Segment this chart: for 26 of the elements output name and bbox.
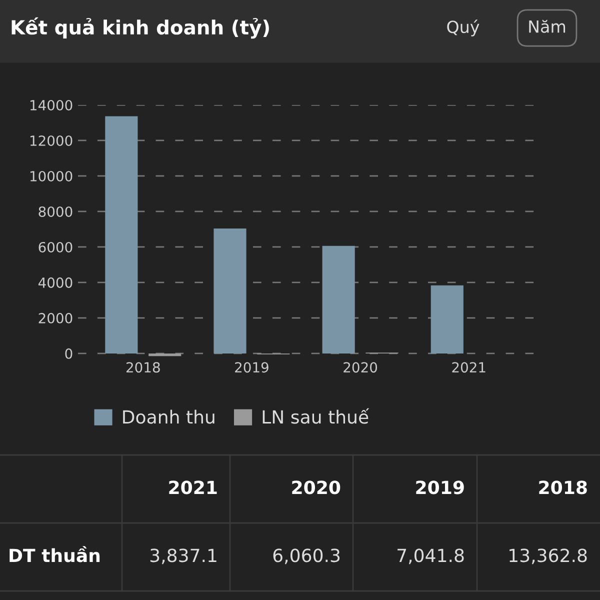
y-tick-label: 10000 — [30, 170, 72, 182]
y-tick-label: 8000 — [38, 206, 72, 217]
y-tick-label: 0 — [65, 348, 72, 359]
text: Năm — [529, 20, 566, 33]
y-tick-label: 6000 — [38, 242, 72, 252]
chart-title: Kết quả kinh doanh (tỷ) — [12, 17, 269, 39]
text: 6,060.3 — [273, 548, 340, 564]
x-tick-label: 2021 — [452, 362, 486, 373]
x-tick-label: 2019 — [235, 362, 268, 373]
x-tick-label: 2020 — [344, 362, 378, 373]
text: Quý — [447, 20, 480, 36]
legend-label: Doanh thu — [123, 410, 214, 424]
legend-label: LN sau thuế — [262, 408, 370, 424]
category-label: 2020 — [292, 480, 340, 494]
text: DT thuần — [10, 546, 100, 562]
text: 3,837.1 — [150, 548, 216, 564]
y-tick-label: 4000 — [38, 277, 72, 288]
text: 7,041.8 — [398, 548, 464, 564]
y-tick-label: 12000 — [30, 135, 72, 146]
category-label: 2021 — [169, 480, 217, 494]
text: 13,362.8 — [510, 548, 587, 564]
x-tick-label: 2018 — [126, 362, 160, 373]
y-tick-label: 14000 — [30, 100, 72, 110]
category-label: 2019 — [416, 480, 464, 494]
category-label: 2018 — [539, 480, 587, 494]
y-tick-label: 2000 — [38, 312, 72, 324]
